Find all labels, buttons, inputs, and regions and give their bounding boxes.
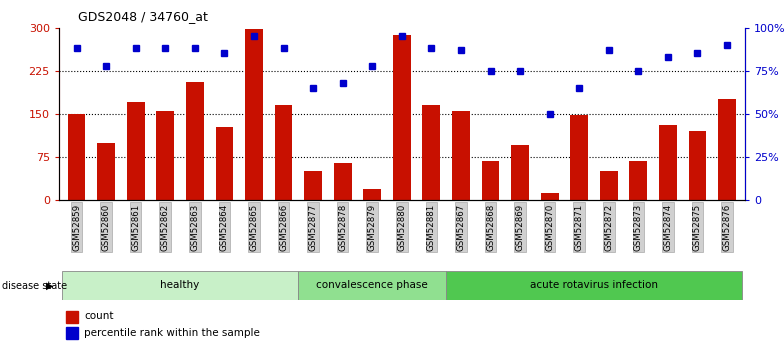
Bar bbox=[156, 111, 174, 200]
Bar bbox=[186, 82, 204, 200]
Bar bbox=[67, 114, 85, 200]
Text: GSM52876: GSM52876 bbox=[723, 204, 731, 251]
Text: GSM52862: GSM52862 bbox=[161, 204, 170, 251]
Bar bbox=[245, 29, 263, 200]
Bar bbox=[718, 99, 736, 200]
Bar bbox=[216, 127, 234, 200]
Text: GDS2048 / 34760_at: GDS2048 / 34760_at bbox=[78, 10, 209, 23]
Bar bbox=[298, 271, 446, 300]
Bar bbox=[393, 35, 411, 200]
Text: GSM52878: GSM52878 bbox=[338, 204, 347, 251]
Text: ▶: ▶ bbox=[45, 281, 53, 290]
Bar bbox=[570, 115, 588, 200]
Text: GSM52869: GSM52869 bbox=[516, 204, 524, 251]
Bar bbox=[62, 271, 298, 300]
Bar bbox=[541, 193, 558, 200]
Text: GSM52879: GSM52879 bbox=[368, 204, 377, 251]
Bar bbox=[334, 163, 351, 200]
Bar bbox=[659, 125, 677, 200]
Text: GSM52871: GSM52871 bbox=[575, 204, 584, 251]
Bar bbox=[452, 111, 470, 200]
Text: GSM52874: GSM52874 bbox=[663, 204, 673, 251]
Bar bbox=[481, 161, 499, 200]
Text: healthy: healthy bbox=[161, 280, 200, 290]
Text: count: count bbox=[84, 312, 114, 321]
Text: GSM52877: GSM52877 bbox=[309, 204, 318, 251]
Text: GSM52863: GSM52863 bbox=[191, 204, 199, 251]
Bar bbox=[511, 146, 529, 200]
Text: GSM52881: GSM52881 bbox=[426, 204, 436, 251]
Text: acute rotavirus infection: acute rotavirus infection bbox=[530, 280, 658, 290]
Text: GSM52859: GSM52859 bbox=[72, 204, 81, 251]
Text: GSM52860: GSM52860 bbox=[102, 204, 111, 251]
Text: GSM52867: GSM52867 bbox=[456, 204, 466, 251]
Bar bbox=[127, 102, 144, 200]
Bar bbox=[423, 105, 441, 200]
Text: GSM52865: GSM52865 bbox=[249, 204, 259, 251]
Bar bbox=[446, 271, 742, 300]
Text: GSM52880: GSM52880 bbox=[397, 204, 406, 251]
Text: convalescence phase: convalescence phase bbox=[317, 280, 428, 290]
Text: GSM52866: GSM52866 bbox=[279, 204, 288, 251]
Bar bbox=[66, 327, 78, 339]
Bar bbox=[274, 105, 292, 200]
Bar bbox=[363, 189, 381, 200]
Text: GSM52868: GSM52868 bbox=[486, 204, 495, 251]
Text: GSM52872: GSM52872 bbox=[604, 204, 613, 251]
Bar bbox=[600, 171, 618, 200]
Text: percentile rank within the sample: percentile rank within the sample bbox=[84, 328, 260, 337]
Text: GSM52870: GSM52870 bbox=[545, 204, 554, 251]
Text: GSM52875: GSM52875 bbox=[693, 204, 702, 251]
Bar bbox=[66, 310, 78, 323]
Bar bbox=[97, 142, 115, 200]
Bar bbox=[688, 131, 706, 200]
Bar bbox=[304, 171, 322, 200]
Text: GSM52873: GSM52873 bbox=[633, 204, 643, 251]
Bar bbox=[630, 161, 648, 200]
Text: GSM52861: GSM52861 bbox=[131, 204, 140, 251]
Text: GSM52864: GSM52864 bbox=[220, 204, 229, 251]
Text: disease state: disease state bbox=[2, 281, 67, 290]
